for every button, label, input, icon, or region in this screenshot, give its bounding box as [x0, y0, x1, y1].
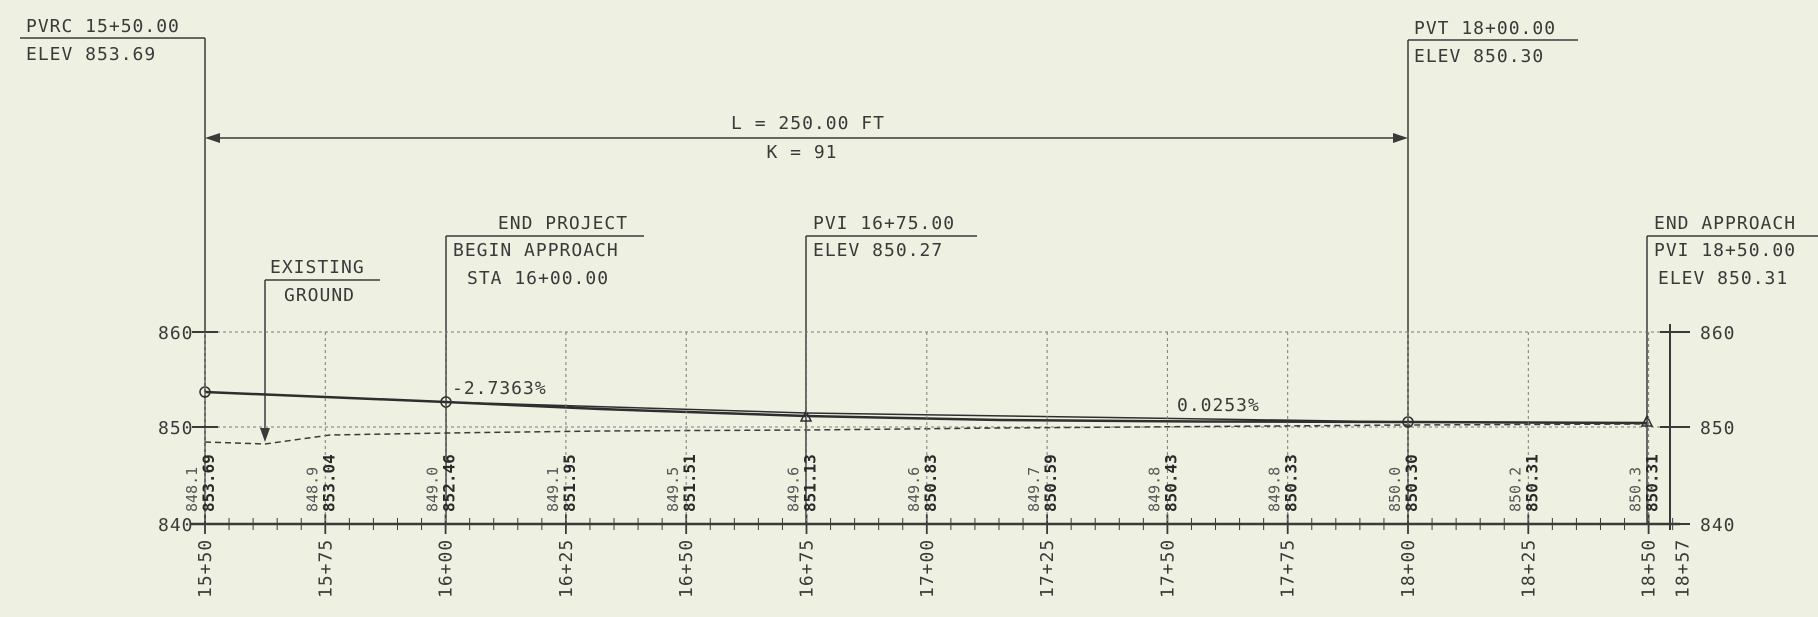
dimension-arrow-left-icon — [205, 133, 220, 143]
pvi-triangle-icon — [799, 409, 813, 422]
proposed-elevation-label: 853.69 — [199, 454, 218, 512]
existing-elevation-label: 849.8 — [1266, 467, 1284, 512]
proposed-elevation-label: 850.31 — [1643, 454, 1662, 512]
proposed-elevation-label: 851.95 — [560, 454, 579, 512]
proposed-elevation-label: 851.51 — [680, 454, 699, 512]
existing-elevation-label: 849.6 — [905, 467, 923, 512]
existing-elevation-label: 849.0 — [424, 467, 442, 512]
proposed-elevation-label: 850.59 — [1041, 454, 1060, 512]
k-value-label: K = 91 — [766, 142, 837, 163]
station-label: 18+50 — [1639, 539, 1660, 598]
pvrc-station-label: PVRC 15+50.00 — [26, 16, 180, 37]
proposed-elevation-label: 850.30 — [1402, 454, 1421, 512]
station-label: 18+25 — [1518, 539, 1539, 598]
curve-length-label: L = 250.00 FT — [731, 113, 885, 134]
existing-ground-line — [204, 423, 1648, 445]
pvi-callout: PVI 16+75.00 ELEV 850.27 — [805, 213, 977, 524]
station-label: 16+75 — [797, 539, 818, 598]
station-label: 17+00 — [917, 539, 938, 598]
end-approach-pvi-label: PVI 18+50.00 — [1654, 240, 1796, 261]
existing-elevation-label: 849.5 — [664, 467, 682, 512]
left-grade-label: -2.7363% — [452, 378, 547, 399]
existing-elevation-label: 849.6 — [785, 467, 803, 512]
elevation-grid: 860 850 840 860 850 840 — [158, 323, 1736, 536]
pvt-elevation-label: ELEV 850.30 — [1414, 46, 1544, 67]
proposed-profile: -2.7363% 0.0253% — [199, 378, 1654, 445]
existing-elevation-label: 850.3 — [1627, 467, 1645, 512]
pvi-elevation-label: ELEV 850.27 — [813, 240, 943, 261]
existing-elevation-label: 850.0 — [1386, 467, 1404, 512]
pvrc-elevation-label: ELEV 853.69 — [26, 44, 156, 65]
begin-approach-label: BEGIN APPROACH — [453, 240, 619, 261]
ground-label: GROUND — [284, 285, 355, 306]
station-label: 17+75 — [1278, 539, 1299, 598]
existing-elevation-label: 849.8 — [1145, 467, 1163, 512]
station-label: 18+57 — [1672, 539, 1693, 598]
existing-ground-callout: EXISTING GROUND — [260, 257, 380, 442]
proposed-elevation-label: 850.31 — [1522, 454, 1541, 512]
station-label: 16+25 — [556, 539, 577, 598]
proposed-elevation-label: 852.46 — [440, 454, 459, 512]
proposed-vertical-curve-line — [204, 390, 1648, 425]
proposed-elevation-label: 850.33 — [1282, 454, 1301, 512]
right-elevation-label-860: 860 — [1700, 323, 1736, 344]
pvt-callout: PVT 18+00.00 ELEV 850.30 — [1407, 18, 1578, 524]
existing-ground-arrow-icon — [260, 428, 270, 442]
existing-elevation-label: 848.1 — [183, 467, 201, 512]
end-pvi-triangle-icon — [1640, 414, 1654, 427]
right-elevation-label-850: 850 — [1700, 418, 1736, 439]
right-grade-label: 0.0253% — [1177, 395, 1260, 416]
curve-length-dimension: L = 250.00 FT K = 91 — [205, 113, 1408, 163]
left-elevation-label-860: 860 — [158, 323, 194, 344]
existing-elevation-label: 849.7 — [1025, 467, 1043, 512]
pvi-station-label: PVI 16+75.00 — [813, 213, 955, 234]
dimension-arrow-right-icon — [1393, 133, 1408, 143]
existing-label: EXISTING — [270, 257, 365, 278]
proposed-elevation-label: 850.83 — [921, 454, 940, 512]
pvt-station-label: PVT 18+00.00 — [1414, 18, 1556, 39]
station-label: 17+25 — [1037, 539, 1058, 598]
station-label: 15+75 — [315, 539, 336, 598]
left-elevation-label-850: 850 — [158, 418, 194, 439]
existing-elevation-label: 849.1 — [544, 467, 562, 512]
station-label: 15+50 — [195, 539, 216, 598]
station-label: 17+50 — [1157, 539, 1178, 598]
proposed-elevation-label: 853.04 — [319, 454, 338, 512]
station-label: 16+00 — [436, 539, 457, 598]
existing-elevation-label: 848.9 — [303, 467, 321, 512]
end-approach-elevation-label: ELEV 850.31 — [1658, 268, 1788, 289]
proposed-elevation-label: 850.43 — [1161, 454, 1180, 512]
left-elevation-label-840: 840 — [158, 515, 194, 536]
pvrc-callout: PVRC 15+50.00 ELEV 853.69 — [20, 16, 206, 524]
end-project-label: END PROJECT — [498, 213, 628, 234]
right-elevation-label-840: 840 — [1700, 515, 1736, 536]
station-label: 16+50 — [676, 539, 697, 598]
end-project-station-label: STA 16+00.00 — [467, 268, 609, 289]
end-project-callout: END PROJECT BEGIN APPROACH STA 16+00.00 — [445, 213, 644, 524]
end-approach-label: END APPROACH — [1654, 213, 1796, 234]
end-approach-callout: END APPROACH PVI 18+50.00 ELEV 850.31 — [1646, 213, 1818, 524]
station-label: 18+00 — [1398, 539, 1419, 598]
existing-elevation-label: 850.2 — [1506, 467, 1524, 512]
proposed-elevation-label: 851.13 — [801, 454, 820, 512]
